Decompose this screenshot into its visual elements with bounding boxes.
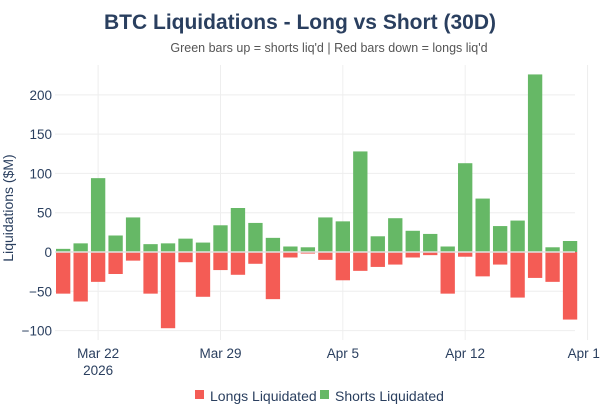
y-tick-label: 100 (29, 166, 52, 181)
short-liquidation-bar (440, 246, 455, 252)
y-tick-label: 200 (29, 88, 52, 103)
short-liquidation-bar (545, 247, 560, 252)
short-liquidation-bar (125, 217, 141, 252)
x-tick-label: Apr 5 (327, 346, 359, 361)
legend-label-shorts: Shorts Liquidated (335, 388, 444, 404)
longs-series (56, 252, 578, 329)
short-liquidation-bar (178, 238, 193, 252)
long-liquidation-bar (90, 252, 106, 282)
long-liquidation-bar (195, 252, 211, 297)
y-tick-label: 0 (44, 245, 52, 260)
short-liquidation-bar (423, 233, 438, 252)
long-liquidation-bar (73, 252, 88, 302)
x-tick-label: Mar 22 (77, 346, 119, 361)
short-liquidation-bar (90, 178, 106, 252)
short-liquidation-bar (458, 163, 473, 252)
y-axis-ticks: −100 −50 0 50 100 150 200 (22, 88, 52, 339)
long-liquidation-bar (56, 252, 71, 294)
long-liquidation-bar (248, 252, 263, 264)
long-liquidation-bar (510, 252, 525, 298)
long-liquidation-bar (370, 252, 385, 267)
legend: Longs Liquidated Shorts Liquidated (195, 388, 444, 404)
y-tick-label: −50 (29, 284, 52, 299)
short-liquidation-bar (143, 244, 158, 252)
long-liquidation-bar (423, 252, 438, 256)
short-liquidation-bar (475, 198, 490, 252)
short-liquidation-bar (56, 248, 71, 252)
short-liquidation-bar (300, 247, 316, 252)
long-liquidation-bar (492, 252, 508, 265)
long-liquidation-bar (108, 252, 123, 274)
long-liquidation-bar (265, 252, 281, 300)
long-liquidation-bar (353, 252, 368, 271)
long-liquidation-bar (545, 252, 560, 282)
short-liquidation-bar (213, 225, 228, 252)
long-liquidation-bar (283, 252, 298, 258)
x-tick-label: Apr 19 (568, 346, 600, 361)
y-tick-label: 50 (37, 206, 52, 221)
y-tick-label: −100 (22, 324, 52, 339)
short-liquidation-bar (370, 236, 385, 252)
y-tick-label: 150 (29, 127, 52, 142)
long-liquidation-bar (160, 252, 176, 329)
long-liquidation-bar (318, 252, 333, 260)
long-liquidation-bar (213, 252, 228, 271)
legend-swatch-shorts (320, 390, 329, 399)
short-liquidation-bar (108, 235, 123, 252)
short-liquidation-bar (335, 221, 350, 252)
long-liquidation-bar (230, 252, 246, 275)
short-liquidation-bar (562, 241, 578, 252)
short-liquidation-bar (195, 242, 211, 252)
legend-swatch-longs (195, 390, 204, 399)
long-liquidation-bar (125, 252, 141, 261)
x-tick-year: 2026 (83, 363, 113, 378)
x-axis-ticks: Mar 22 2026 Mar 29 Apr 5 Apr 12 Apr 19 (77, 346, 600, 378)
long-liquidation-bar (388, 252, 403, 265)
long-liquidation-bar (562, 252, 578, 320)
chart-title: BTC Liquidations - Long vs Short (30D) (104, 11, 496, 34)
short-liquidation-bar (353, 151, 368, 252)
long-liquidation-bar (458, 252, 473, 257)
x-tick-label: Mar 29 (199, 346, 241, 361)
long-liquidation-bar (300, 252, 316, 254)
chart-subtitle: Green bars up = shorts liq'd | Red bars … (170, 41, 487, 55)
short-liquidation-bar (230, 208, 246, 252)
short-liquidation-bar (248, 222, 263, 252)
short-liquidation-bar (388, 218, 403, 252)
short-liquidation-bar (265, 237, 281, 252)
x-tick-label: Apr 12 (445, 346, 485, 361)
y-axis-title: Liquidations ($M) (0, 154, 16, 261)
long-liquidation-bar (405, 252, 420, 258)
long-liquidation-bar (440, 252, 455, 294)
short-liquidation-bar (160, 243, 176, 252)
shorts-series (56, 74, 578, 252)
short-liquidation-bar (527, 74, 543, 252)
long-liquidation-bar (335, 252, 350, 281)
gridlines (55, 65, 589, 340)
long-liquidation-bar (143, 252, 158, 294)
legend-label-longs: Longs Liquidated (210, 388, 317, 404)
short-liquidation-bar (318, 217, 333, 252)
short-liquidation-bar (283, 246, 298, 252)
short-liquidation-bar (73, 243, 88, 252)
short-liquidation-bar (492, 226, 508, 252)
long-liquidation-bar (527, 252, 543, 278)
long-liquidation-bar (475, 252, 490, 277)
short-liquidation-bar (405, 230, 420, 252)
short-liquidation-bar (510, 220, 525, 252)
long-liquidation-bar (178, 252, 193, 263)
